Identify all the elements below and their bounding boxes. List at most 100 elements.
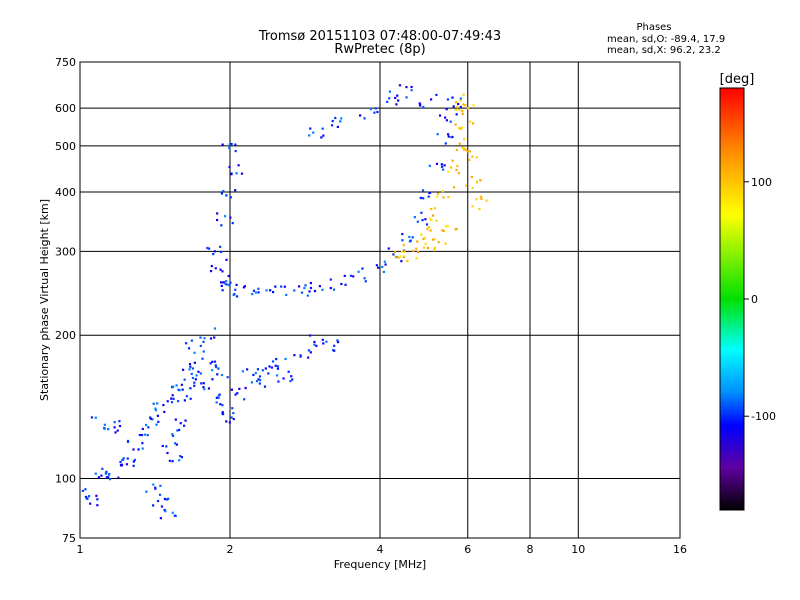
- data-point: [429, 98, 433, 101]
- data-point: [459, 105, 462, 109]
- data-point: [422, 246, 426, 249]
- data-point: [455, 113, 458, 116]
- data-point: [364, 280, 367, 283]
- data-point: [321, 127, 324, 130]
- data-point: [446, 225, 449, 228]
- data-point: [275, 374, 279, 377]
- data-point: [228, 284, 231, 287]
- data-point: [147, 426, 150, 429]
- data-point: [257, 287, 260, 290]
- data-point: [157, 420, 160, 423]
- data-point: [193, 351, 196, 354]
- data-point: [466, 150, 469, 153]
- data-point: [419, 104, 422, 107]
- data-point: [188, 362, 192, 366]
- data-point: [154, 487, 157, 490]
- data-point: [175, 443, 178, 446]
- data-point: [422, 197, 425, 200]
- data-point: [161, 444, 164, 448]
- data-point: [232, 417, 235, 421]
- data-point: [270, 366, 274, 369]
- data-point: [133, 458, 137, 462]
- data-point: [172, 397, 175, 400]
- data-point: [392, 253, 395, 256]
- data-point: [308, 134, 311, 137]
- data-point: [287, 370, 290, 373]
- data-point: [182, 368, 185, 371]
- data-point: [170, 401, 174, 404]
- data-point: [429, 229, 432, 232]
- data-point: [211, 378, 214, 381]
- data-point: [146, 433, 149, 437]
- data-point: [187, 347, 191, 350]
- data-point: [455, 168, 458, 172]
- data-point: [207, 387, 211, 390]
- data-point: [132, 448, 135, 451]
- data-point: [462, 148, 466, 151]
- data-point: [261, 369, 264, 372]
- data-point: [415, 257, 418, 260]
- data-point: [442, 196, 445, 199]
- data-point: [213, 250, 217, 253]
- data-point: [313, 289, 317, 293]
- data-point: [444, 116, 447, 119]
- data-point: [154, 407, 157, 410]
- data-point: [300, 291, 304, 294]
- data-point: [84, 495, 88, 499]
- data-point: [258, 375, 262, 378]
- data-point: [132, 464, 135, 467]
- data-point: [383, 260, 386, 263]
- data-point: [193, 384, 196, 387]
- data-point: [325, 340, 328, 343]
- data-point: [401, 232, 404, 236]
- data-point: [229, 216, 232, 219]
- data-point: [309, 286, 313, 290]
- data-point: [421, 219, 424, 222]
- data-point: [400, 260, 403, 263]
- data-point: [459, 99, 462, 102]
- data-point: [189, 397, 192, 400]
- data-point: [470, 175, 473, 178]
- x-tick-label: 6: [464, 543, 471, 556]
- data-point: [444, 225, 447, 228]
- data-point: [177, 428, 181, 432]
- data-point: [336, 341, 340, 344]
- data-point: [435, 162, 439, 165]
- data-point: [420, 211, 423, 214]
- data-point: [84, 488, 87, 491]
- data-point: [209, 362, 212, 365]
- data-point: [220, 281, 223, 284]
- data-point: [394, 255, 397, 259]
- data-point: [456, 164, 459, 168]
- data-point: [284, 357, 287, 361]
- data-point: [241, 370, 244, 373]
- data-point: [463, 138, 466, 141]
- data-point: [454, 101, 458, 104]
- data-point: [202, 340, 205, 343]
- data-point: [140, 433, 143, 437]
- data-point: [381, 265, 384, 269]
- data-point: [283, 285, 286, 288]
- data-point: [382, 270, 385, 274]
- data-point: [451, 159, 454, 162]
- data-point: [440, 163, 443, 166]
- data-point: [479, 179, 482, 182]
- data-point: [258, 382, 261, 385]
- x-tick-labels: 1 2 4 6 8 10 16: [77, 543, 688, 556]
- data-point: [421, 189, 425, 192]
- data-point: [303, 287, 306, 290]
- data-point: [274, 364, 277, 367]
- data-point: [458, 108, 461, 111]
- data-point: [425, 223, 429, 226]
- data-point: [166, 400, 169, 403]
- data-point: [119, 463, 123, 467]
- data-point: [89, 502, 92, 505]
- data-point: [318, 285, 321, 288]
- data-point: [336, 339, 339, 342]
- data-point: [280, 285, 283, 288]
- data-point: [272, 290, 275, 294]
- data-point: [313, 343, 316, 346]
- data-point: [199, 372, 202, 375]
- data-point: [268, 365, 271, 368]
- data-point: [86, 497, 89, 500]
